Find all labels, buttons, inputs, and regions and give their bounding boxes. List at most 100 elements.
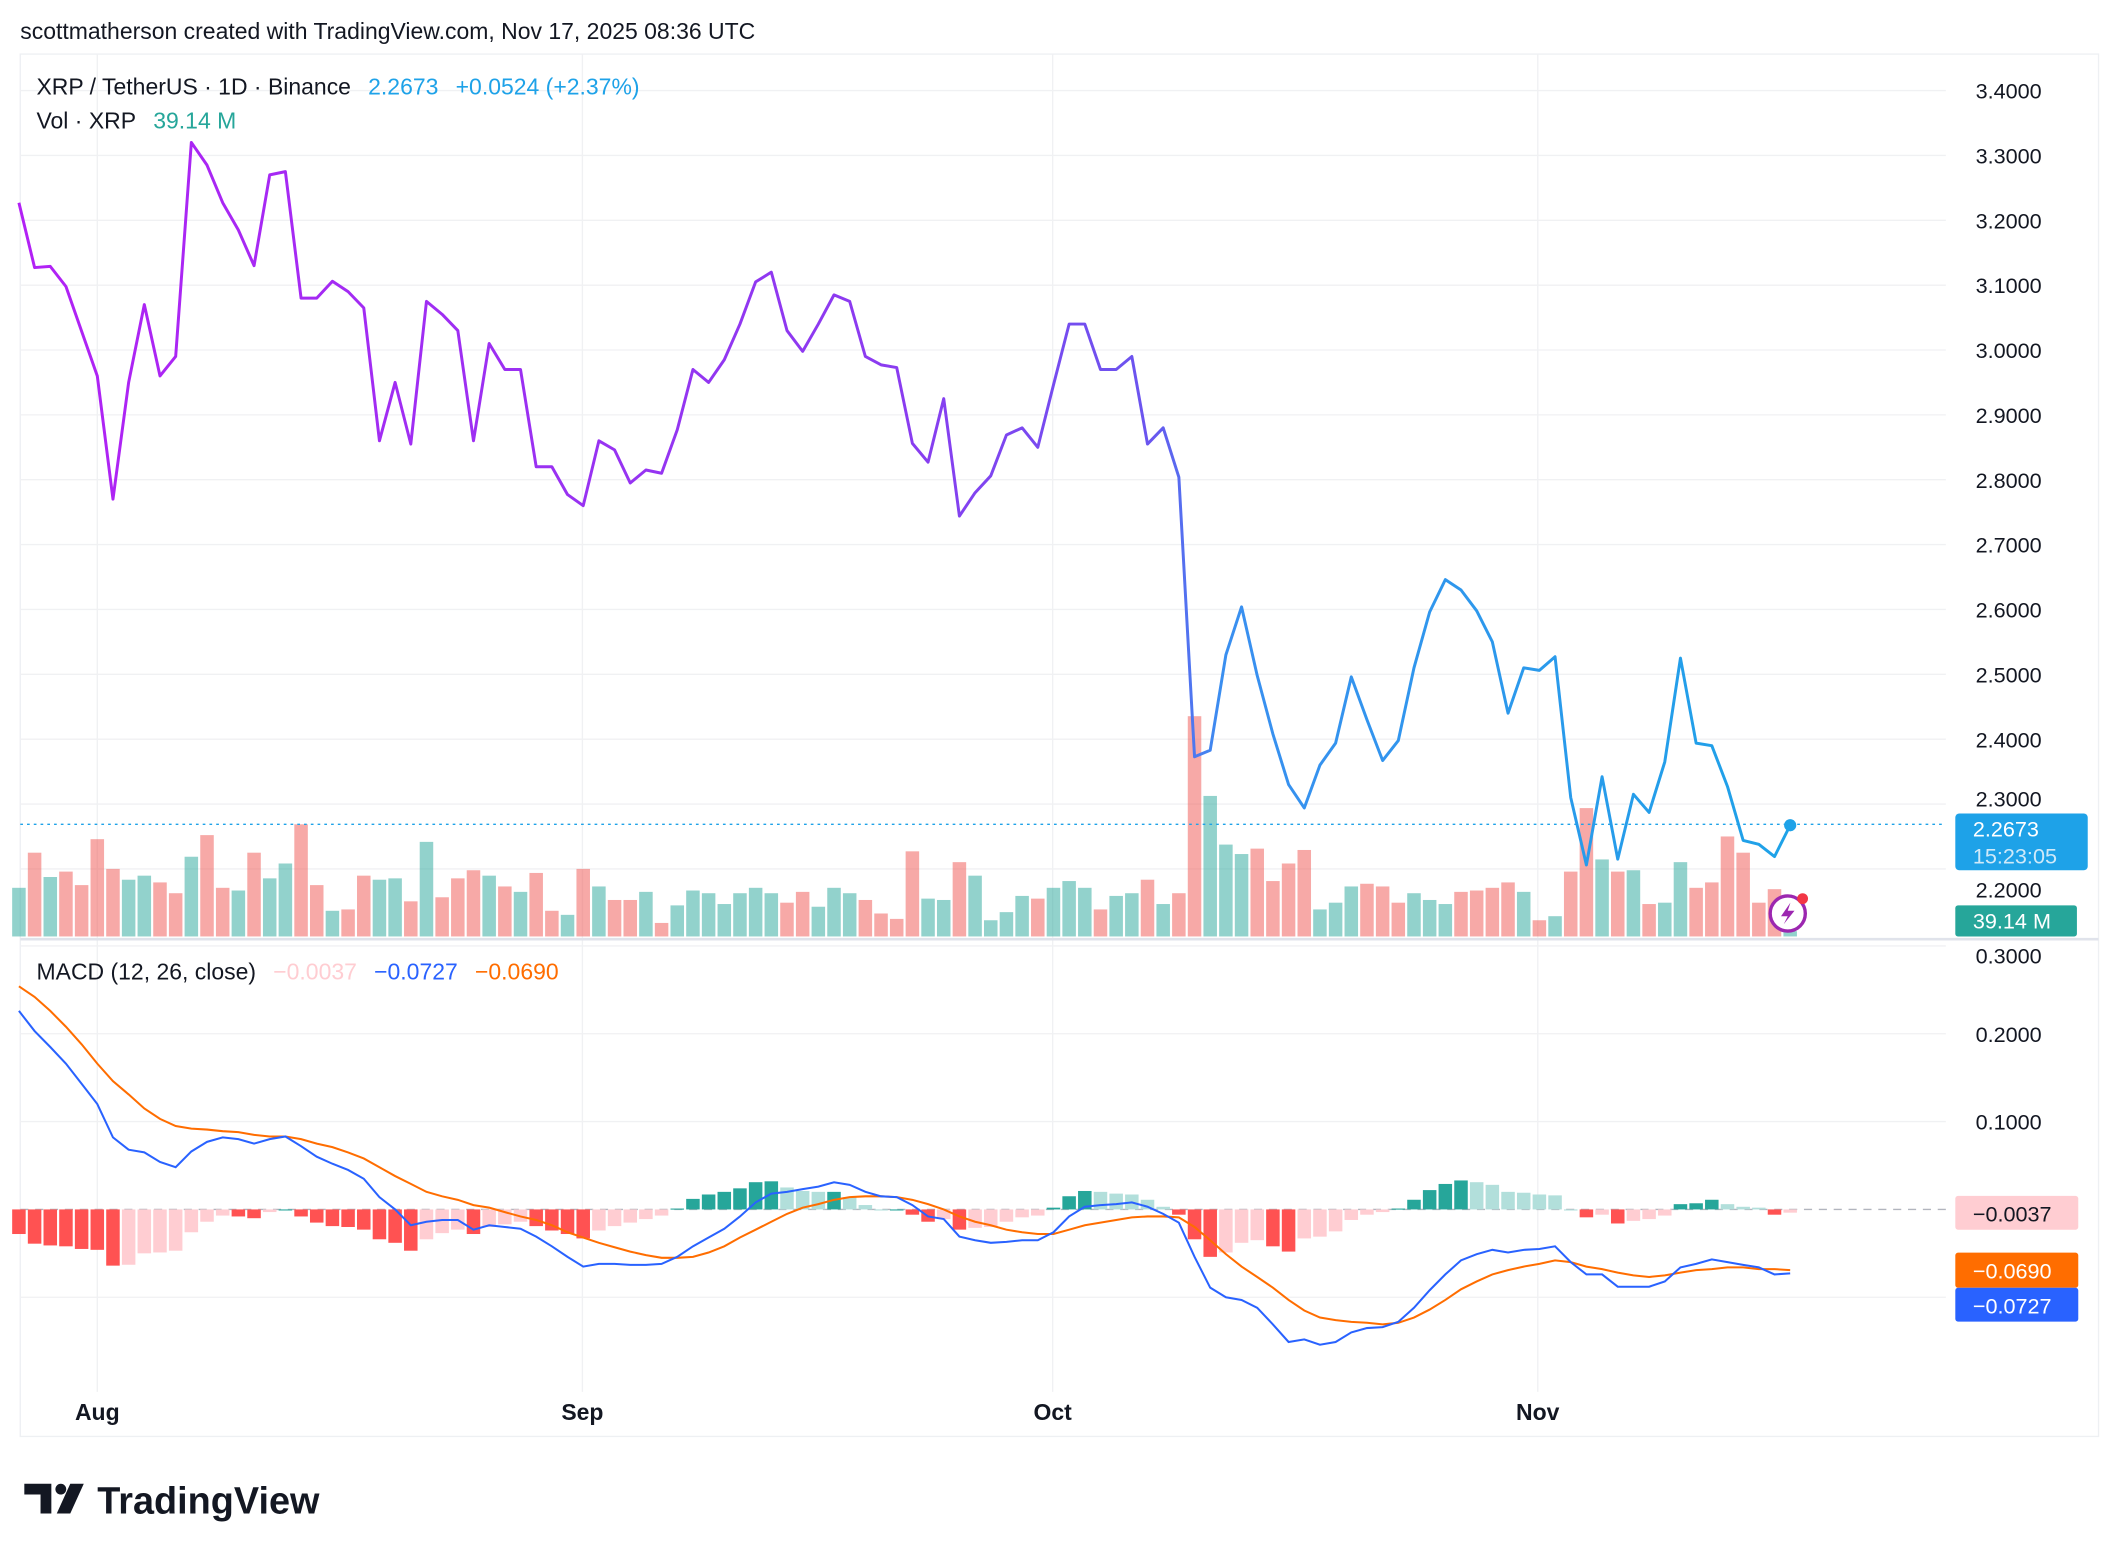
macd-histogram-bar (1078, 1190, 1092, 1210)
chart-frame (19, 53, 2100, 1438)
logo-text: TradingView (97, 1480, 320, 1522)
volume-bar (858, 899, 873, 937)
macd-histogram-bar (1297, 1209, 1312, 1239)
volume-bar (1125, 893, 1139, 937)
volume-bar (1156, 904, 1170, 937)
macd-histogram-bar (1752, 1207, 1766, 1210)
price-tag: 2.2673 15:23:05 (1955, 813, 2088, 871)
macd-line-value: −0.0727 (374, 959, 458, 985)
volume-bar (404, 901, 418, 937)
volume-bar (1328, 902, 1343, 937)
macd-histogram-bar (1266, 1209, 1280, 1247)
price-tag-value: 2.2673 (1973, 816, 2039, 841)
symbol-name: XRP / TetherUS · 1D · Binance (36, 74, 350, 100)
macd-histogram-bar (404, 1209, 418, 1251)
macd-histogram-bar (1375, 1209, 1390, 1213)
macd-histogram-bar (419, 1209, 434, 1240)
volume-bar (1234, 854, 1249, 937)
macd-histogram-bar (1658, 1209, 1672, 1216)
volume-bar (1046, 887, 1061, 937)
macd-histogram-bar (341, 1209, 355, 1227)
volume-bar (1563, 871, 1578, 937)
volume-bar (90, 839, 105, 937)
volume-bar (482, 875, 496, 937)
time-tick-label: Sep (561, 1399, 603, 1425)
volume-bar (1689, 887, 1703, 937)
volume-bar (121, 879, 136, 937)
volume-bar (1752, 902, 1766, 937)
volume-bar (1642, 904, 1656, 937)
volume-bar (1140, 879, 1155, 937)
volume-bar (184, 856, 199, 937)
time-axis[interactable]: Aug Sep Oct Nov (75, 1399, 1560, 1425)
macd-histogram-bar (1563, 1209, 1578, 1211)
macd-histogram-bar (1015, 1209, 1029, 1218)
macd-histogram-bar (372, 1209, 387, 1240)
macd-histogram-bar (1438, 1183, 1453, 1210)
volume-bar (1438, 904, 1453, 937)
macd-histogram-bar (529, 1209, 543, 1227)
volume-bars (12, 716, 1797, 937)
macd-histogram-bar (1720, 1204, 1735, 1210)
macd-histogram-bar (1313, 1209, 1327, 1237)
volume-bar (733, 893, 747, 937)
volume-bar (545, 910, 559, 937)
macd-histogram-bar (795, 1190, 810, 1210)
volume-bar (1595, 859, 1609, 937)
price-axis[interactable]: 3.4000 3.3000 3.2000 3.1000 3.0000 2.9000 2.80… (1976, 79, 2042, 903)
volume-bar (59, 871, 73, 937)
volume-bar (27, 852, 42, 937)
volume-bar (811, 906, 826, 937)
macd-histogram (12, 1180, 1797, 1266)
volume-bar (294, 824, 308, 937)
legend-change: +0.0524 (+2.37%) (456, 74, 640, 100)
volume-bar (466, 870, 481, 937)
volume-bar (1250, 848, 1264, 937)
lightning-icon[interactable] (1768, 893, 1809, 933)
volume-bar (1720, 836, 1735, 937)
volume-bar (1658, 902, 1672, 937)
macd-histogram-bar (59, 1209, 73, 1247)
volume-bar (153, 882, 167, 937)
macd-histogram-bar (984, 1209, 998, 1227)
macd-signal-value: −0.0690 (475, 959, 559, 985)
macd-hist-tag: −0.0037 (1955, 1195, 2079, 1230)
macd-histogram-bar (1626, 1209, 1641, 1221)
macd-histogram-bar (701, 1194, 716, 1210)
macd-histogram-bar (764, 1181, 779, 1210)
macd-histogram-bar (435, 1209, 449, 1234)
volume-bar (1579, 808, 1594, 937)
macd-histogram-bar (262, 1209, 277, 1213)
volume-bar (137, 875, 152, 937)
macd-histogram-bar (43, 1209, 58, 1246)
volume-bar (592, 886, 606, 937)
macd-histogram-bar (1344, 1209, 1359, 1220)
macd-histogram-bar (1109, 1193, 1123, 1210)
volume-bar (701, 893, 716, 937)
price-tick-label: 3.4000 (1976, 79, 2042, 104)
macd-histogram-bar (858, 1205, 873, 1210)
macd-histogram-bar (1140, 1199, 1155, 1210)
macd-histogram-bar (560, 1209, 575, 1235)
macd-axis[interactable]: 0.3000 0.2000 0.1000 (1976, 943, 2042, 1134)
price-tick-label: 3.3000 (1976, 144, 2042, 169)
macd-histogram-bar (968, 1209, 982, 1228)
macd-line (18, 1010, 1791, 1346)
tradingview-logo[interactable]: TradingView (24, 1480, 320, 1522)
symbol-legend: XRP / TetherUS · 1D · Binance 2.2673 +0.… (36, 74, 639, 100)
macd-histogram-bar (200, 1209, 214, 1222)
time-tick-label: Oct (1034, 1399, 1073, 1425)
volume-bar (106, 868, 120, 937)
price-tick-label: 2.6000 (1976, 598, 2042, 623)
volume-bar (827, 887, 841, 937)
macd-signal-tag: −0.0690 (1955, 1252, 2079, 1288)
volume-bar (43, 877, 58, 937)
volume-bar (1360, 883, 1374, 937)
volume-bar (1391, 902, 1406, 937)
price-tick-label: 3.0000 (1976, 338, 2042, 363)
macd-histogram-bar (1485, 1184, 1500, 1210)
macd-histogram-bar (1767, 1209, 1782, 1215)
macd-histogram-bar (1595, 1209, 1609, 1215)
macd-histogram-bar (1705, 1199, 1719, 1210)
